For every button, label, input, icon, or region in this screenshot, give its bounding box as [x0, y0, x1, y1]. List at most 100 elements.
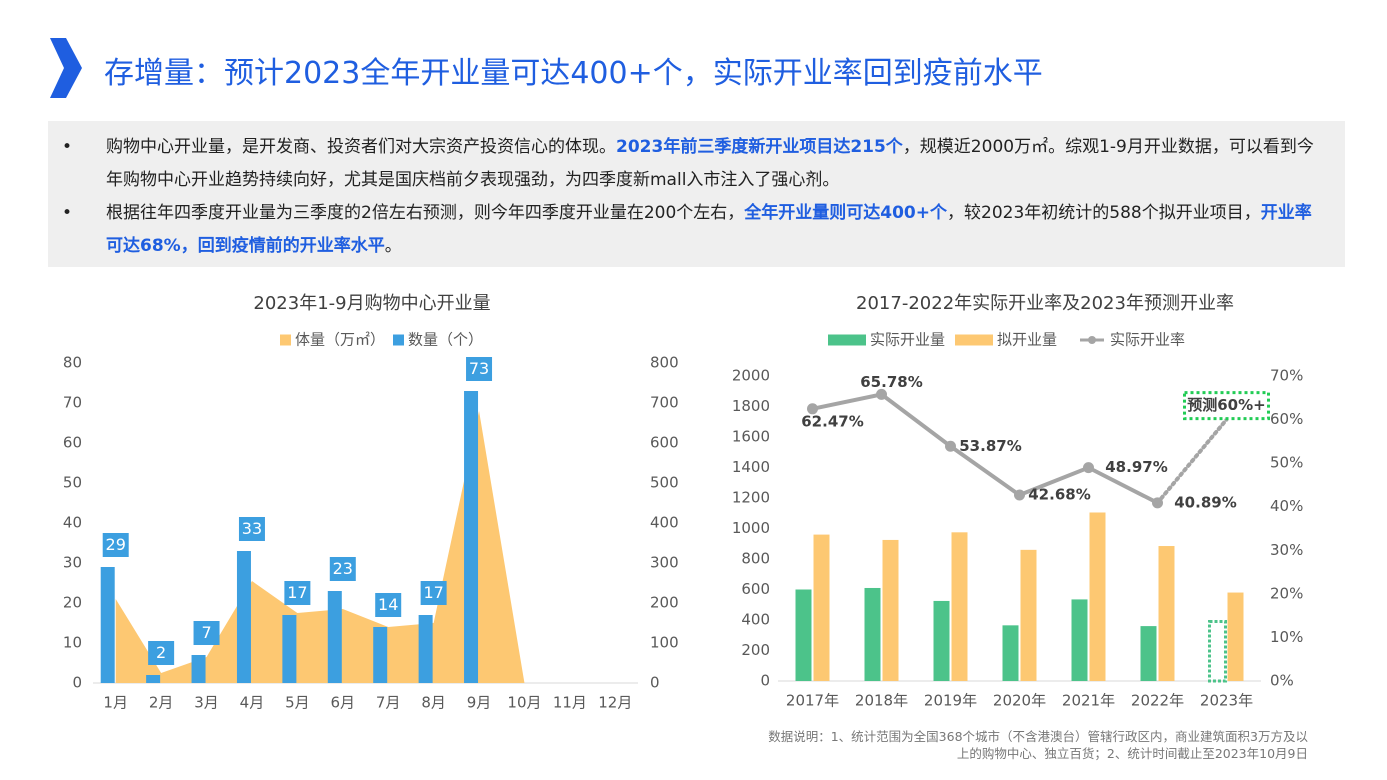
legend-swatch [828, 334, 866, 346]
y2-tick-label: 200 [650, 594, 679, 612]
bar [1071, 599, 1088, 681]
y2-tick-label: 700 [650, 394, 679, 412]
y2-tick-label: 0% [1270, 672, 1294, 690]
legend-swatch [955, 334, 993, 346]
x-tick-label: 2023年 [1200, 692, 1253, 710]
x-tick-label: 5月 [285, 694, 310, 712]
bar [882, 539, 899, 681]
x-tick-label: 9月 [467, 694, 492, 712]
bar [327, 591, 342, 683]
bullet: • 购物中心开业量，是开发商、投资者们对大宗资产投资信心的体现。2023年前三季度… [58, 131, 1321, 197]
forecast-line [1155, 417, 1229, 505]
y2-tick-label: 50% [1270, 454, 1303, 472]
line-marker [807, 403, 818, 415]
x-tick-label: 2021年 [1062, 692, 1115, 710]
data-label-box [148, 641, 175, 665]
x-tick-label: 10月 [507, 694, 541, 712]
y-tick-label: 1200 [732, 489, 770, 507]
y-tick-label: 10 [63, 634, 82, 652]
legend-swatch [280, 334, 291, 346]
bar [373, 627, 388, 683]
text: 购物中心开业量，是开发商、投资者们对大宗资产投资信心的体现。 [106, 137, 616, 157]
y-tick-label: 20 [63, 594, 82, 612]
bar [236, 551, 251, 683]
line-marker [945, 440, 956, 452]
bar [933, 600, 950, 681]
legend-swatch [393, 334, 404, 346]
x-tick-label: 7月 [376, 694, 401, 712]
y-tick-label: 1800 [732, 397, 770, 415]
data-label-box [193, 621, 220, 645]
data-label: 14 [378, 595, 398, 614]
bar [1140, 626, 1157, 681]
y2-tick-label: 800 [650, 354, 679, 372]
line-marker [1083, 462, 1094, 474]
bar [1227, 592, 1244, 681]
legend-label: 数量（个） [408, 331, 483, 349]
y2-tick-label: 600 [650, 434, 679, 452]
x-tick-label: 2020年 [993, 692, 1046, 710]
slide-title: 存增量：预计2023全年开业量可达400+个，实际开业率回到疫前水平 [104, 56, 1043, 91]
bar [951, 532, 968, 681]
y-tick-label: 400 [741, 611, 770, 629]
bar [146, 675, 161, 683]
text: ，规模近2000万㎡。综观1-9月开业数据，可以看到今年购物中心开业趋势持续向好… [106, 137, 1314, 190]
data-label: 48.97% [1105, 458, 1167, 476]
y2-tick-label: 300 [650, 554, 679, 572]
data-label: 23 [333, 559, 353, 578]
y2-tick-label: 10% [1270, 628, 1303, 646]
x-tick-label: 2022年 [1131, 692, 1184, 710]
bullet: • 根据往年四季度开业量为三季度的2倍左右预测，则今年四季度开业量在200个左右，… [58, 197, 1321, 263]
bar [1158, 546, 1175, 681]
legend-label: 体量（万㎡） [295, 331, 385, 349]
line-marker [1014, 489, 1025, 501]
x-tick-label: 2月 [149, 694, 174, 712]
data-label: 17 [287, 583, 307, 602]
data-label: 17 [423, 583, 443, 602]
bar [464, 391, 479, 683]
data-label-box [102, 533, 129, 557]
highlight-text: 开业率可达68%，回到疫情前的开业率水平 [106, 203, 1312, 256]
data-label: 65.78% [860, 373, 922, 391]
legend-label: 实际开业量 [870, 331, 945, 349]
bar [100, 567, 115, 683]
bar [864, 587, 881, 681]
chart-title: 2017-2022年实际开业率及2023年预测开业率 [856, 293, 1234, 314]
text: 根据往年四季度开业量为三季度的2倍左右预测，则今年四季度开业量在200个左右， [106, 203, 745, 223]
text: 。 [384, 236, 402, 256]
bar [1020, 549, 1037, 681]
x-tick-label: 12月 [598, 694, 632, 712]
x-tick-label: 2019年 [924, 692, 977, 710]
y2-tick-label: 0 [650, 674, 660, 692]
y-tick-label: 1400 [732, 458, 770, 476]
data-label-box [420, 581, 447, 605]
data-label-box [238, 517, 265, 541]
y2-tick-label: 500 [650, 474, 679, 492]
y-tick-label: 1600 [732, 428, 770, 446]
y-tick-label: 2000 [732, 367, 770, 385]
y2-tick-label: 20% [1270, 584, 1303, 602]
data-label: 2 [156, 643, 166, 662]
legend-label: 实际开业率 [1110, 331, 1185, 349]
y2-tick-label: 30% [1270, 541, 1303, 559]
data-label-box [329, 557, 356, 581]
x-tick-label: 3月 [194, 694, 219, 712]
data-label: 预测60%+ [1187, 396, 1265, 414]
y2-tick-label: 60% [1270, 410, 1303, 428]
line [812, 392, 1159, 505]
y-tick-label: 40 [63, 514, 82, 532]
data-label-box [375, 593, 402, 617]
y2-tick-label: 70% [1270, 367, 1303, 385]
bar [1208, 620, 1227, 683]
data-label: 42.68% [1028, 486, 1090, 504]
text: ，较2023年初统计的588个拟开业项目， [947, 203, 1261, 223]
bar [795, 589, 812, 681]
data-label: 53.87% [959, 437, 1021, 455]
highlight-text: 全年开业量则可达400+个 [744, 203, 947, 223]
y-tick-label: 30 [63, 554, 82, 572]
bar [1002, 625, 1019, 681]
data-label: 62.47% [801, 412, 863, 430]
x-tick-label: 2017年 [786, 692, 839, 710]
